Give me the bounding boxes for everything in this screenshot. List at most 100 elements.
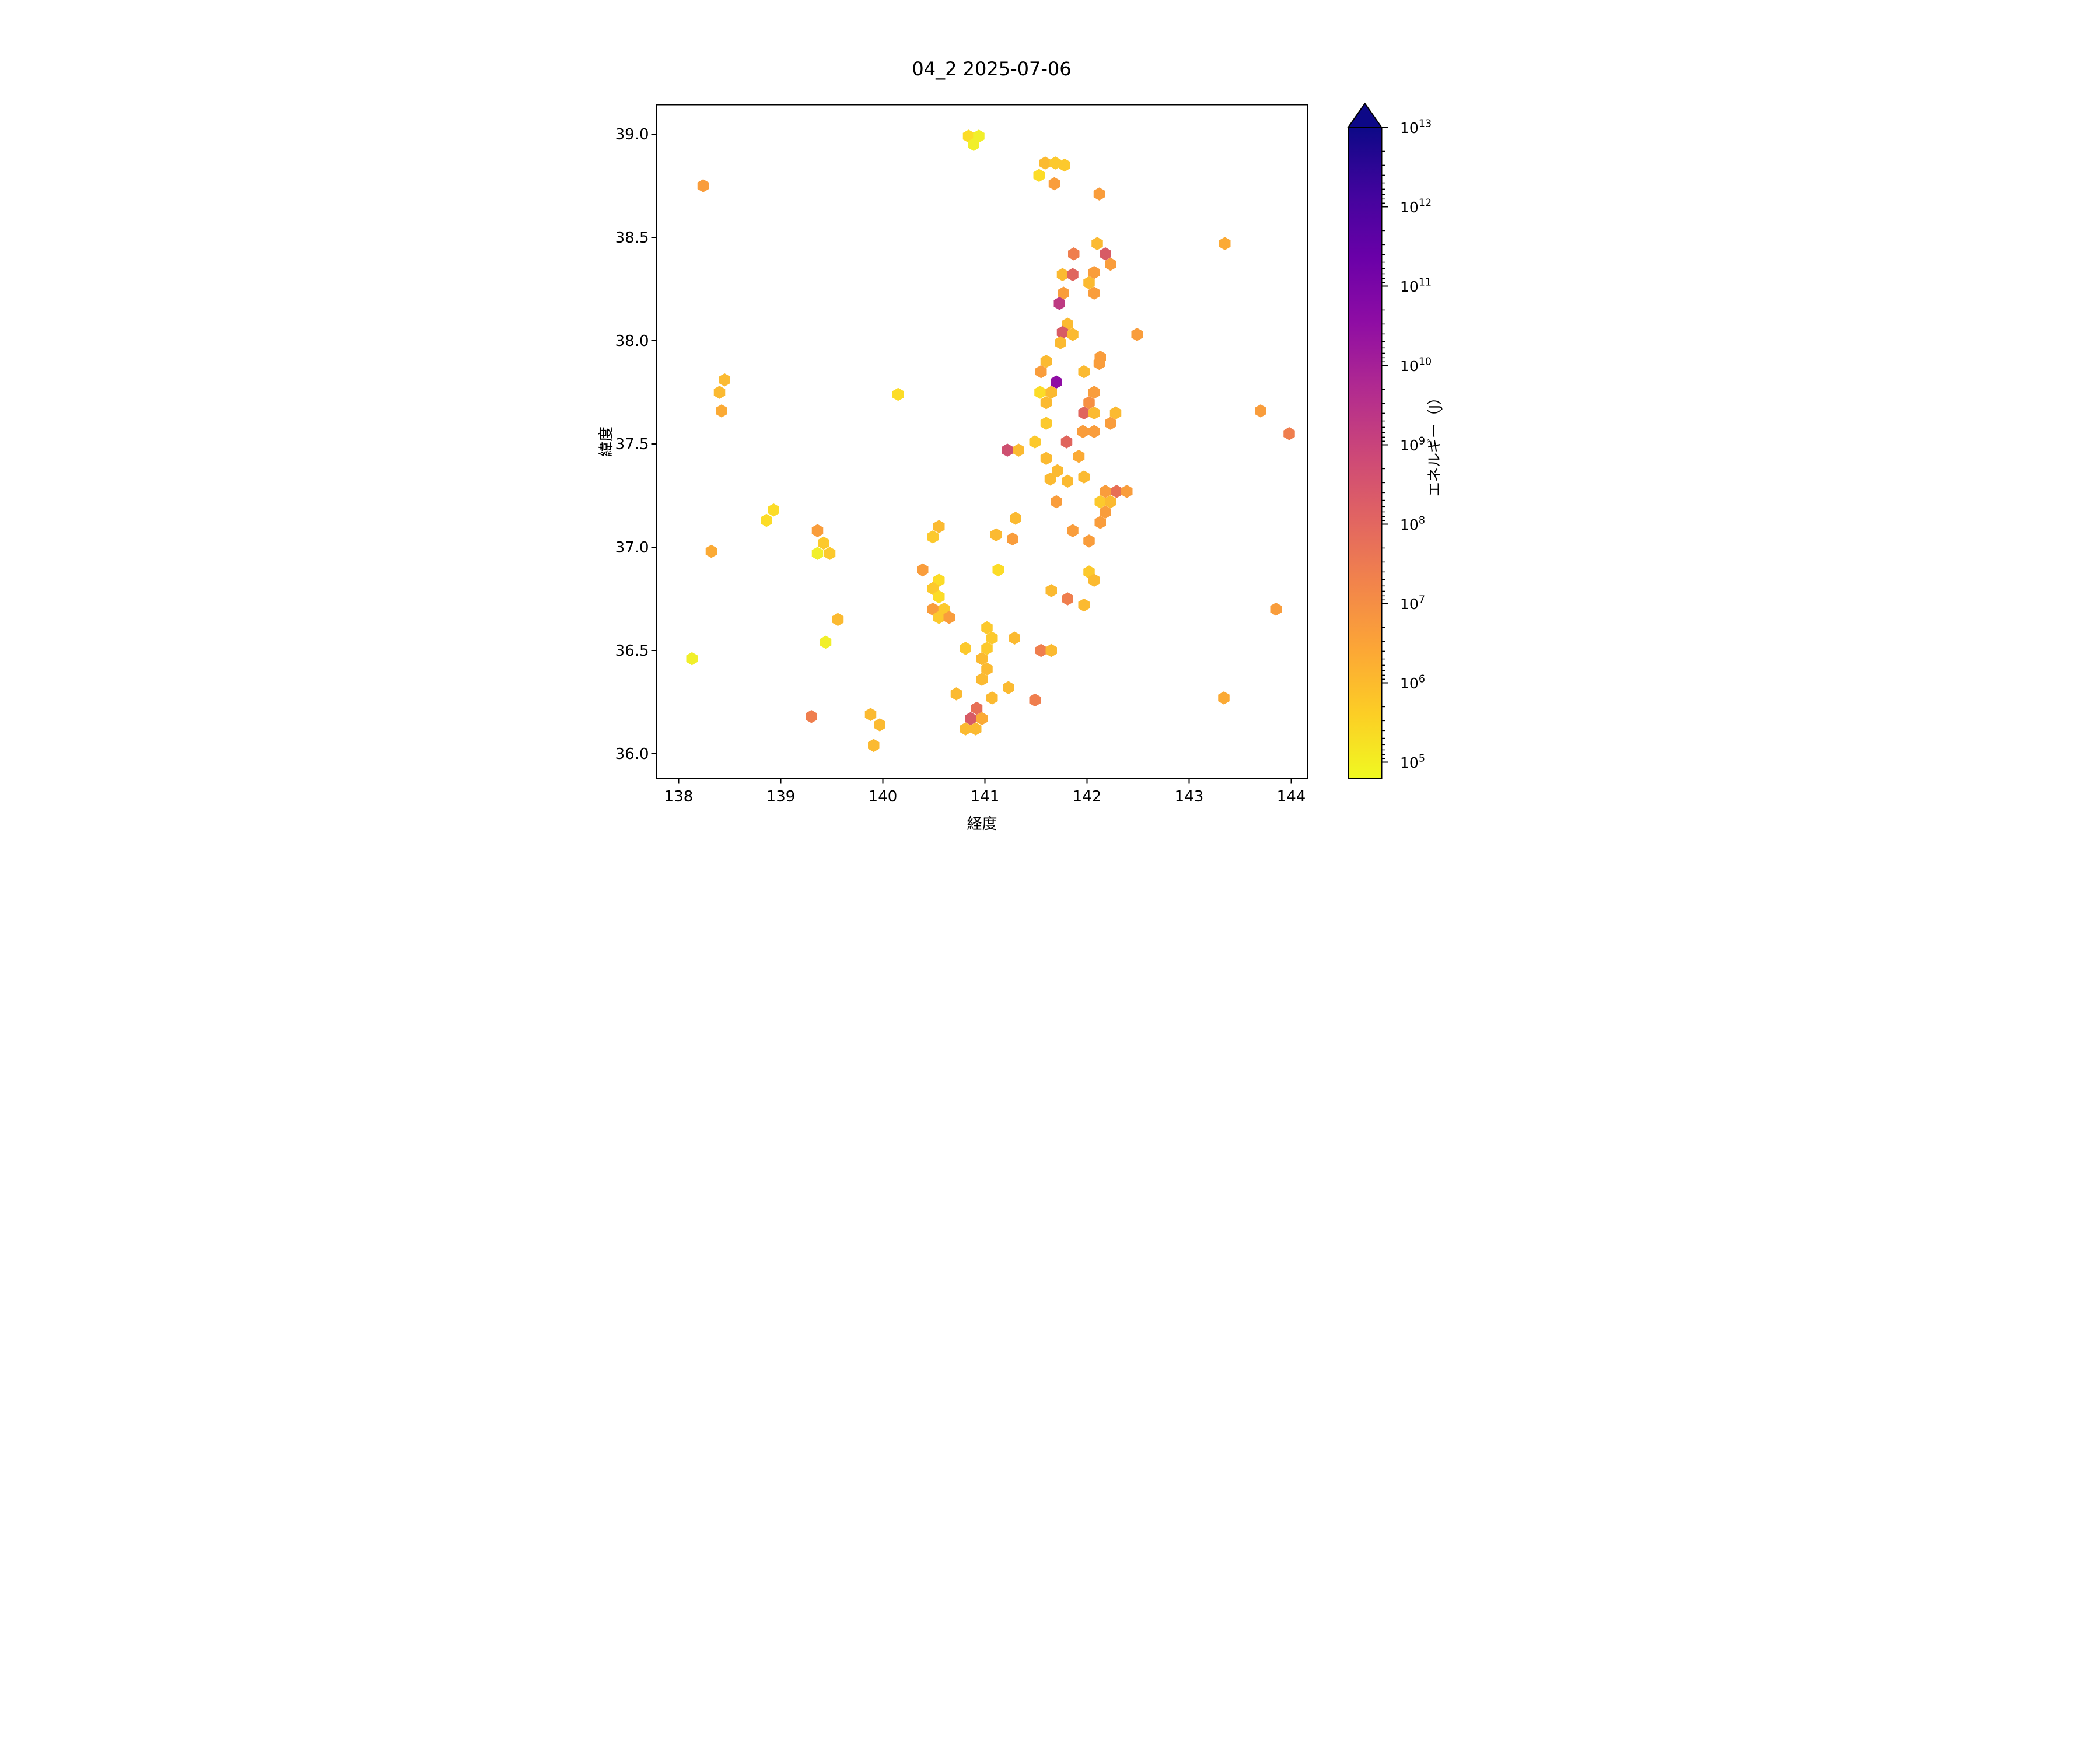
- hexbin-point: [1067, 524, 1079, 537]
- hexbin-point: [1033, 169, 1045, 183]
- colorbar-tick-label: 1012: [1400, 198, 1432, 216]
- hexbin-point: [1218, 691, 1230, 705]
- hexbin-point: [927, 602, 939, 616]
- hexbin-point: [1083, 276, 1095, 290]
- hexbin-point: [1131, 328, 1143, 341]
- x-tick-label: 140: [869, 788, 898, 806]
- colorbar-tick-label: 106: [1400, 674, 1425, 692]
- hexbin-point: [1105, 495, 1116, 509]
- hexbin-point: [917, 563, 929, 577]
- hexbin-point: [1083, 396, 1095, 410]
- hexbin-point: [768, 503, 779, 517]
- hexbin-point: [761, 513, 772, 527]
- hexbin-point: [1283, 427, 1295, 440]
- hexbin-point: [1040, 355, 1052, 368]
- hexbin-point: [811, 524, 824, 537]
- hexbin-point: [1059, 158, 1070, 172]
- hexbin-point: [868, 738, 880, 752]
- hexbin-point: [1088, 425, 1100, 438]
- y-tick-label: 36.5: [615, 642, 649, 660]
- x-tick-label: 138: [664, 788, 694, 806]
- hexbin-point: [1093, 356, 1105, 370]
- hexbin-point: [1003, 681, 1014, 694]
- y-axis-label: 緯度: [598, 426, 615, 457]
- hexbin-point: [1088, 406, 1100, 420]
- x-tick-label: 141: [971, 788, 1000, 806]
- y-tick-label: 37.5: [615, 436, 649, 453]
- hexbin-point: [1110, 406, 1122, 420]
- hexbin-point: [1255, 404, 1266, 418]
- hexbin-point: [806, 710, 817, 723]
- hexbin-point: [1052, 464, 1063, 478]
- hexbin-point: [1073, 450, 1085, 463]
- hexbin-point: [981, 662, 993, 676]
- x-tick-label: 144: [1277, 788, 1306, 806]
- hexbin-point: [1040, 156, 1051, 170]
- hexbin-point: [968, 138, 979, 151]
- colorbar-tick-label: 1013: [1400, 118, 1432, 137]
- hexbin-point: [933, 573, 945, 587]
- hexbin-point: [1121, 485, 1133, 498]
- hexbin-point: [927, 530, 939, 544]
- hexbin-point: [1083, 534, 1095, 548]
- hexbin-point: [1094, 516, 1106, 529]
- hexbin-point: [976, 673, 988, 686]
- hexbin-point: [1100, 505, 1111, 519]
- hexbin-point: [1035, 643, 1047, 657]
- hexbin-point: [1009, 631, 1020, 645]
- hexbin-point: [933, 590, 945, 604]
- hexbin-point: [1056, 268, 1069, 281]
- hexbin-point: [1013, 443, 1024, 457]
- hexbin-point: [1035, 365, 1047, 379]
- y-tick-label: 39.0: [615, 126, 649, 144]
- hexbin-point: [1111, 485, 1122, 498]
- hexbin-point: [1054, 297, 1065, 310]
- hexbin-point: [818, 536, 830, 550]
- figure-background: [525, 0, 1575, 875]
- hexbin-point: [981, 621, 993, 635]
- hexbin-point: [1010, 512, 1021, 525]
- hexbin-point: [933, 520, 945, 533]
- hexbin-point: [1088, 286, 1100, 300]
- hexbin-layer: [686, 130, 1295, 752]
- hexbin-point: [1219, 237, 1231, 250]
- hexbin-point: [1100, 247, 1111, 261]
- hexbin-point: [697, 179, 709, 192]
- hexbin-point: [943, 611, 955, 624]
- hexbin-point: [976, 652, 988, 666]
- hexbin-point: [1093, 187, 1105, 201]
- hexbin-point: [1049, 156, 1061, 170]
- hexbin-point: [1088, 265, 1100, 279]
- hexbin-point: [960, 722, 971, 736]
- hexbin-point: [1048, 177, 1060, 191]
- hexbin-point: [950, 687, 963, 701]
- y-tick-label: 38.5: [615, 229, 649, 247]
- hexbin-point: [1007, 532, 1019, 546]
- y-tick-label: 38.0: [615, 332, 649, 350]
- hexbin-point: [965, 712, 977, 726]
- hexbin-point: [1062, 592, 1073, 606]
- hexbin-point: [927, 582, 939, 596]
- hexbin-point: [986, 631, 998, 645]
- hexbin-point: [1078, 406, 1090, 420]
- hexbin-point: [1088, 573, 1100, 587]
- x-tick-label: 139: [766, 788, 796, 806]
- hexbin-point: [1078, 598, 1090, 612]
- hexbin-point: [1105, 257, 1116, 271]
- hexbin-point: [1034, 386, 1046, 399]
- hexbin-point: [864, 708, 877, 721]
- hexbin-point: [1040, 416, 1052, 430]
- hexbin-point: [960, 642, 971, 655]
- hexbin-point: [976, 712, 988, 726]
- hexbin-point: [1029, 435, 1041, 449]
- colorbar-tick-label: 1011: [1400, 277, 1432, 296]
- hexbin-point: [1078, 365, 1090, 379]
- hexbin-point: [1062, 474, 1073, 488]
- hexbin-point: [1067, 328, 1079, 341]
- hexbin-point: [892, 387, 904, 401]
- colorbar-gradient: [1348, 127, 1382, 779]
- hexbin-point: [1045, 643, 1057, 657]
- hexbin-point: [1040, 396, 1052, 410]
- hexbin-point: [1078, 470, 1090, 484]
- hexbin-point: [1045, 386, 1057, 399]
